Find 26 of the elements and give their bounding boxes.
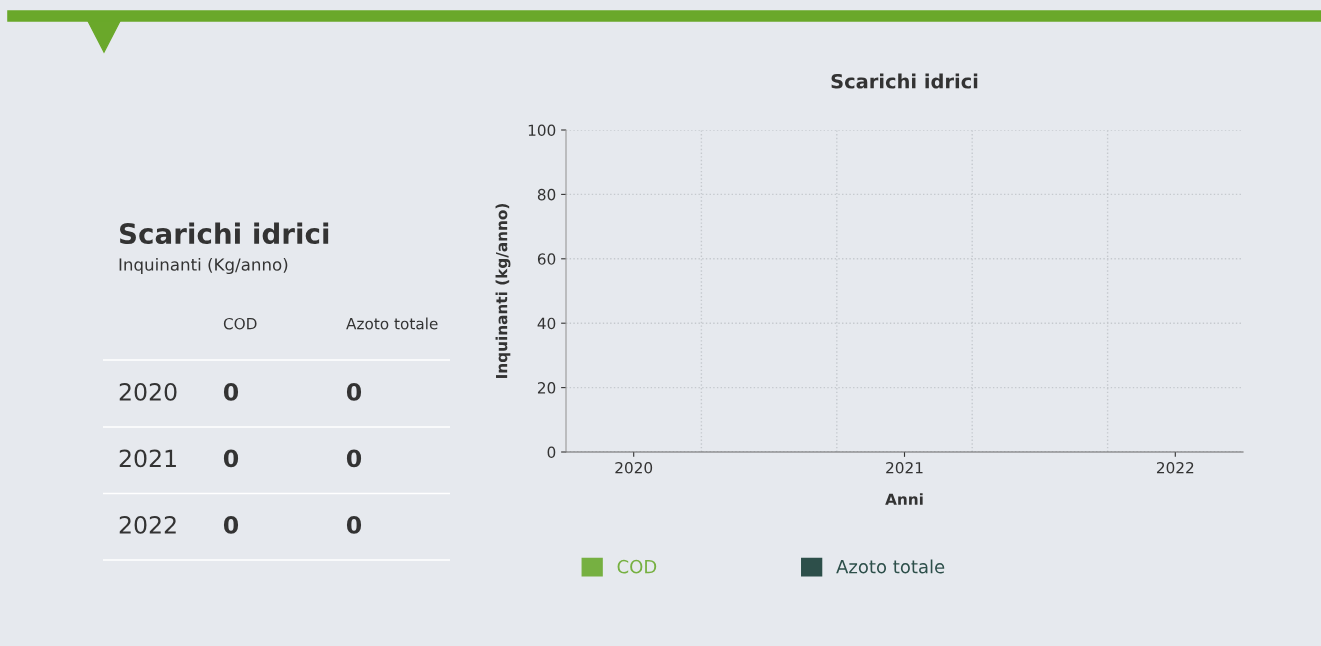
x-tick-label: 2020	[615, 461, 653, 474]
y-tick-label: 0	[547, 446, 556, 459]
data-label: 0	[223, 515, 239, 534]
data-label: 0	[346, 382, 362, 401]
text: Scarichi idrici	[119, 222, 329, 245]
y-tick-label: 80	[537, 188, 556, 201]
x-tick-label: 2021	[886, 461, 923, 474]
y-tick-label: 100	[528, 124, 556, 137]
y-tick-label: 40	[537, 317, 556, 330]
data-label: 0	[346, 449, 362, 468]
y-axis-title: Inquinanti (kg/anno)	[495, 203, 511, 378]
x-axis-title: Anni	[885, 493, 923, 505]
category-label: 2020	[119, 382, 177, 401]
y-tick-label: 20	[537, 382, 556, 394]
data-label: 0	[223, 382, 239, 401]
text: COD	[223, 317, 257, 330]
data-label: 0	[223, 449, 239, 468]
data-label: 0	[346, 515, 362, 534]
text: Azoto totale	[346, 317, 438, 330]
x-tick-label: 2022	[1156, 461, 1194, 474]
category-label: 2022	[119, 515, 176, 534]
chart-title: Scarichi idrici	[831, 73, 978, 89]
legend-label: COD	[617, 559, 657, 574]
text: Inquinanti (Kg/anno)	[119, 257, 288, 275]
y-tick-label: 60	[537, 253, 556, 265]
legend-label: Azoto totale	[836, 559, 945, 574]
